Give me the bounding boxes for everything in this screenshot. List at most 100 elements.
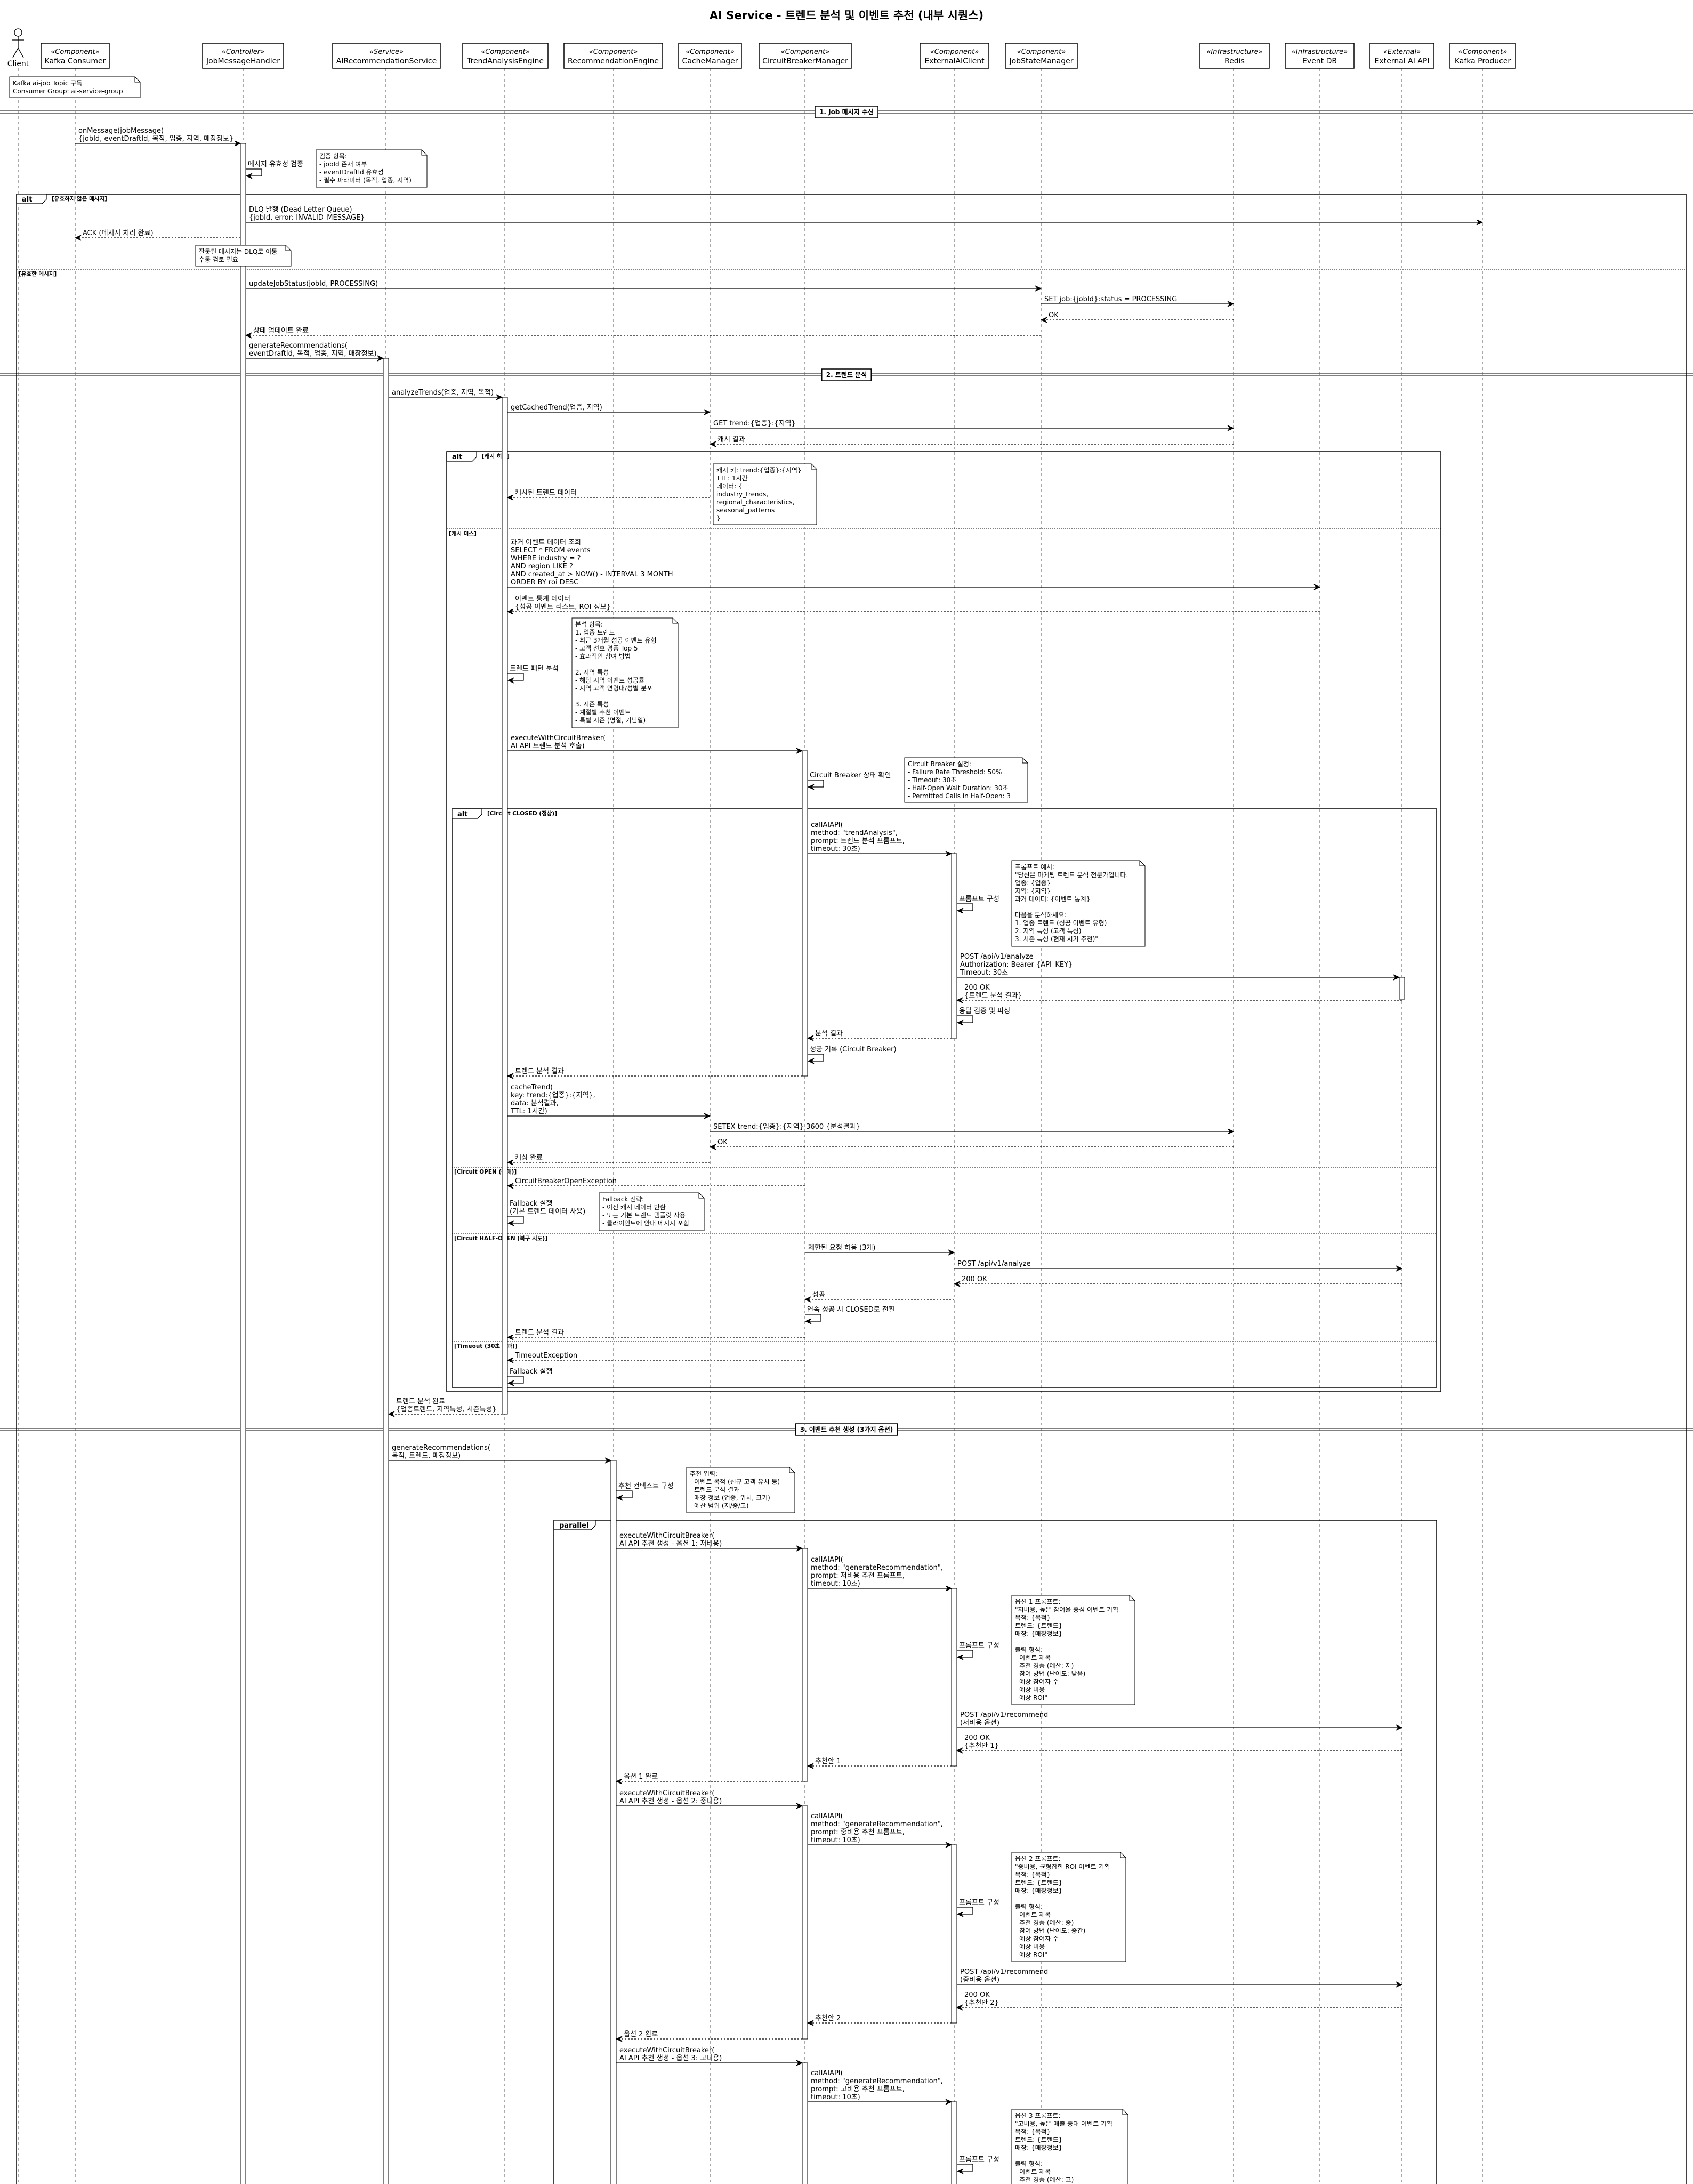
section-divider: 1. Job 메시지 수신 xyxy=(0,106,1693,118)
arrowhead xyxy=(709,441,716,447)
note-text: 출력 형식: xyxy=(1015,1903,1043,1910)
arrowhead xyxy=(1313,584,1321,590)
activation-bar xyxy=(802,1805,808,2040)
note-text: - 참여 방법 (난이도: 낮음) xyxy=(1015,1670,1085,1677)
note-text: regional_characteristics, xyxy=(716,499,794,506)
self-message: 연속 성공 시 CLOSED로 전환 xyxy=(804,1306,895,1324)
note-text: TTL: 1시간 xyxy=(716,475,748,482)
activation-bar xyxy=(802,1548,808,1782)
arrowhead xyxy=(1035,285,1042,292)
note-fold xyxy=(1129,1595,1135,1601)
activation-bar xyxy=(951,1844,957,2024)
self-arrow xyxy=(507,673,524,681)
activation-bar xyxy=(802,750,808,1077)
message-label: (저비용 옵션) xyxy=(960,1719,999,1727)
message-label: 200 OK xyxy=(964,1734,990,1742)
arrowhead xyxy=(945,1842,953,1848)
note-text: 1. 업종 트렌드 (성공 이벤트 유형) xyxy=(1015,919,1107,927)
message-label: POST /api/v1/analyze xyxy=(957,1260,1031,1268)
return-message: 트렌드 분석 완료{업종트렌드, 지역특성, 시즌특성} xyxy=(388,1398,502,1417)
note-box xyxy=(316,149,428,188)
return-message: 200 OK xyxy=(953,1275,1402,1287)
note-fold xyxy=(698,1193,704,1199)
message-label: {추천안 2} xyxy=(964,1999,999,2007)
message-label: 제한된 요청 허용 (3개) xyxy=(808,1244,876,1252)
note: Fallback 전략:- 이전 캐시 데이터 반환- 또는 기본 트렌드 템플… xyxy=(599,1192,705,1231)
note-fold xyxy=(1022,758,1028,764)
participant-box xyxy=(920,43,989,69)
message-label: timeout: 10초) xyxy=(811,2093,860,2101)
activation-bar xyxy=(1399,977,1405,1000)
note-text: 옵션 3 프롬프트: xyxy=(1015,2112,1061,2119)
note-text: 트렌드: {트렌드} xyxy=(1015,2136,1062,2143)
message-label: 캐시된 트렌드 데이터 xyxy=(515,489,577,497)
note-text: Fallback 전략: xyxy=(602,1195,644,1203)
fragment-tab xyxy=(452,808,482,819)
note-text: seasonal_patterns xyxy=(716,507,775,514)
self-message: 추천 컨텍스트 구성 xyxy=(616,1482,674,1501)
arrowhead xyxy=(506,1334,514,1340)
self-message: 프롬프트 구성 xyxy=(956,1899,999,1917)
participant-stereotype: «Component» xyxy=(781,48,830,56)
participant: «Controller»JobMessageHandler xyxy=(202,43,284,69)
message-label: callAIAPI( xyxy=(811,1556,843,1564)
note-text: - 또는 기본 트렌드 템플릿 사용 xyxy=(602,1211,686,1219)
note-text: - 계절별 추천 이벤트 xyxy=(575,708,631,716)
divider-label: 2. 트렌드 분석 xyxy=(826,371,867,379)
message-label: timeout: 10초) xyxy=(811,1580,860,1588)
self-message: Circuit Breaker 상태 확인 xyxy=(807,772,891,790)
message-label: executeWithCircuitBreaker( xyxy=(619,1532,714,1540)
note-text: - Failure Rate Threshold: 50% xyxy=(908,768,1002,776)
note-text: 캐시 키: trend:{업종}:{지역} xyxy=(716,467,802,474)
sync-message: SET job:{jobId}:status = PROCESSING xyxy=(1041,295,1235,307)
note-text: "저비용, 높은 참여율 중심 이벤트 기획 xyxy=(1015,1606,1118,1613)
arrowhead xyxy=(945,1585,953,1592)
participant: «Component»CacheManager xyxy=(678,43,742,69)
message-label: 200 OK xyxy=(962,1275,987,1283)
actor-icon xyxy=(14,28,22,37)
message-label: SELECT * FROM events xyxy=(511,547,591,555)
note-text: 3. 시즌 특성 (현재 시기 추천)" xyxy=(1015,935,1098,943)
sync-message: executeWithCircuitBreaker(AI API 트렌드 분석 … xyxy=(507,734,803,754)
arrowhead xyxy=(506,1159,514,1166)
participant-name: ExternalAIClient xyxy=(924,57,985,66)
participant-name: RecommendationEngine xyxy=(568,57,659,66)
arrowhead xyxy=(956,2004,963,2011)
message-label: 프롬프트 구성 xyxy=(959,2156,999,2164)
return-message: 이벤트 통계 데이터{성공 이벤트 리스트, ROI 정보} xyxy=(506,595,1320,615)
participant-stereotype: «Component» xyxy=(686,48,735,56)
sync-message: cacheTrend(key: trend:{업종}:{지역},data: 분석… xyxy=(507,1083,711,1119)
participant-stereotype: «Component» xyxy=(481,48,530,56)
arrowhead xyxy=(807,1058,815,1064)
note-text: 추천 입력: xyxy=(690,1470,717,1478)
participant-name: Redis xyxy=(1224,57,1245,66)
participant: «Service»AIRecommendationService xyxy=(332,43,441,69)
message-label: cacheTrend( xyxy=(511,1083,553,1091)
arrowhead xyxy=(796,1545,803,1552)
message-label: 과거 이벤트 데이터 조회 xyxy=(511,539,581,547)
activation-bar xyxy=(383,358,389,2184)
participant: «External»External AI API xyxy=(1369,43,1434,69)
message-label: 옵션 1 완료 xyxy=(624,1773,658,1781)
note-text: - 예상 비용 xyxy=(1015,1686,1045,1693)
participant-box xyxy=(1369,43,1434,69)
message-label: POST /api/v1/recommend xyxy=(960,1711,1048,1719)
message-label: 프롬프트 구성 xyxy=(959,1642,999,1650)
note-text: - eventDraftId 유효성 xyxy=(319,168,384,176)
arrowhead xyxy=(956,1747,963,1754)
return-message: 추천안 2 xyxy=(807,2014,952,2026)
arrowhead xyxy=(496,394,503,400)
message-label: callAIAPI( xyxy=(811,2069,843,2077)
return-message: 분석 결과 xyxy=(807,1030,952,1041)
sync-message: updateJobStatus(jobId, PROCESSING) xyxy=(246,280,1042,292)
note-text: - 효과적인 참여 방법 xyxy=(575,653,631,660)
note-box xyxy=(571,617,679,728)
return-message: TimeoutException xyxy=(506,1352,805,1363)
participant-box xyxy=(332,43,441,69)
arrowhead xyxy=(506,1183,514,1189)
note-text: - 추천 경품 (예산: 저) xyxy=(1015,1661,1074,1669)
participant-name: Kafka Consumer xyxy=(45,57,106,66)
note-fold xyxy=(1122,2109,1128,2115)
participant-box xyxy=(1199,43,1270,69)
self-message: 프롬프트 구성 xyxy=(956,2156,999,2174)
